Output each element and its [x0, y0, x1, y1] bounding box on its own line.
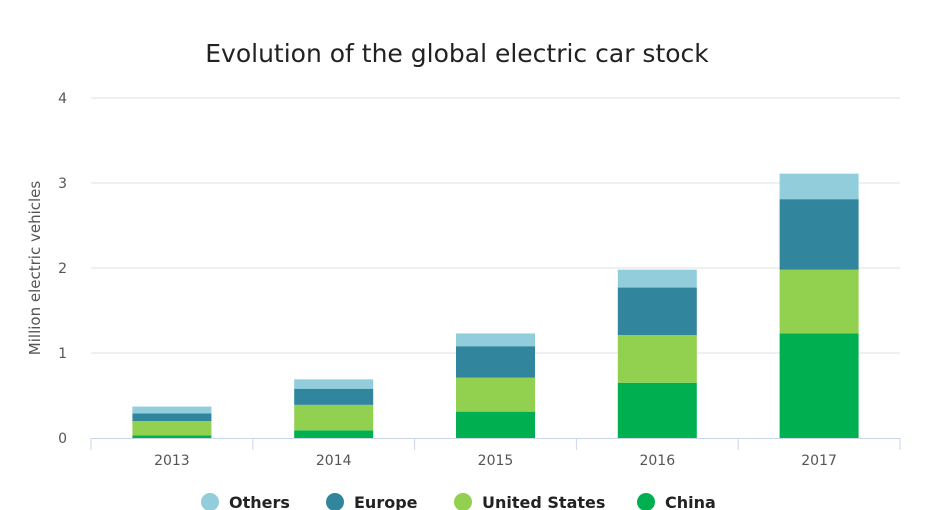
- bar-2013-others[interactable]: [132, 406, 212, 414]
- bar-2013-united-states[interactable]: [132, 421, 212, 436]
- chart-title: Evolution of the global electric car sto…: [205, 39, 709, 68]
- y-tick-label: 0: [58, 431, 67, 447]
- bar-2017-united-states[interactable]: [779, 269, 859, 334]
- x-tick-label: 2017: [801, 453, 837, 469]
- legend-item-others[interactable]: Others: [201, 493, 290, 510]
- x-tick-label: 2016: [639, 453, 675, 469]
- bar-2016-europe[interactable]: [617, 287, 697, 336]
- bars: [132, 173, 859, 438]
- gridlines: [91, 97, 900, 354]
- bar-2016-others[interactable]: [617, 269, 697, 288]
- y-tick-label: 3: [58, 176, 67, 192]
- bar-2014-united-states[interactable]: [294, 404, 374, 431]
- bar-2015-china[interactable]: [456, 411, 535, 438]
- legend-label-china: China: [665, 493, 716, 510]
- bar-2015-europe[interactable]: [456, 346, 535, 378]
- bar-2017-europe[interactable]: [779, 199, 859, 270]
- x-tick-label: 2015: [478, 453, 514, 469]
- bar-2014-europe[interactable]: [294, 388, 374, 405]
- legend-label-europe: Europe: [354, 493, 418, 510]
- x-tick-label: 2014: [316, 453, 352, 469]
- bar-2015-others[interactable]: [456, 333, 535, 347]
- bar-2013-china[interactable]: [132, 435, 212, 438]
- legend-marker-china: [637, 493, 655, 510]
- y-tick-label: 1: [58, 346, 67, 362]
- tick-labels: 0 1 2 3 4 2013 2014 2015 2016 2017: [58, 91, 837, 469]
- legend-marker-europe: [326, 493, 344, 510]
- bar-2016-china[interactable]: [617, 382, 697, 438]
- legend-item-europe[interactable]: Europe: [326, 493, 418, 510]
- bar-2014-others[interactable]: [294, 379, 374, 389]
- bar-2017-china[interactable]: [779, 333, 859, 438]
- x-tick-label: 2013: [154, 453, 190, 469]
- legend-marker-others: [201, 493, 219, 510]
- y-axis-label: Million electric vehicles: [26, 181, 44, 356]
- bar-2014-china[interactable]: [294, 430, 374, 438]
- y-tick-label: 2: [58, 261, 67, 277]
- legend-label-others: Others: [229, 493, 290, 510]
- bar-2015-united-states[interactable]: [456, 377, 535, 412]
- bar-2016-united-states[interactable]: [617, 335, 697, 383]
- legend-label-united-states: United States: [482, 493, 605, 510]
- y-tick-label: 4: [58, 91, 67, 107]
- legend-item-united-states[interactable]: United States: [454, 493, 605, 510]
- bar-2017-others[interactable]: [779, 173, 859, 200]
- legend: Others Europe United States China: [201, 493, 716, 510]
- x-axis: [90, 438, 901, 450]
- legend-item-china[interactable]: China: [637, 493, 716, 510]
- bar-2013-europe[interactable]: [132, 413, 212, 421]
- legend-marker-united-states: [454, 493, 472, 510]
